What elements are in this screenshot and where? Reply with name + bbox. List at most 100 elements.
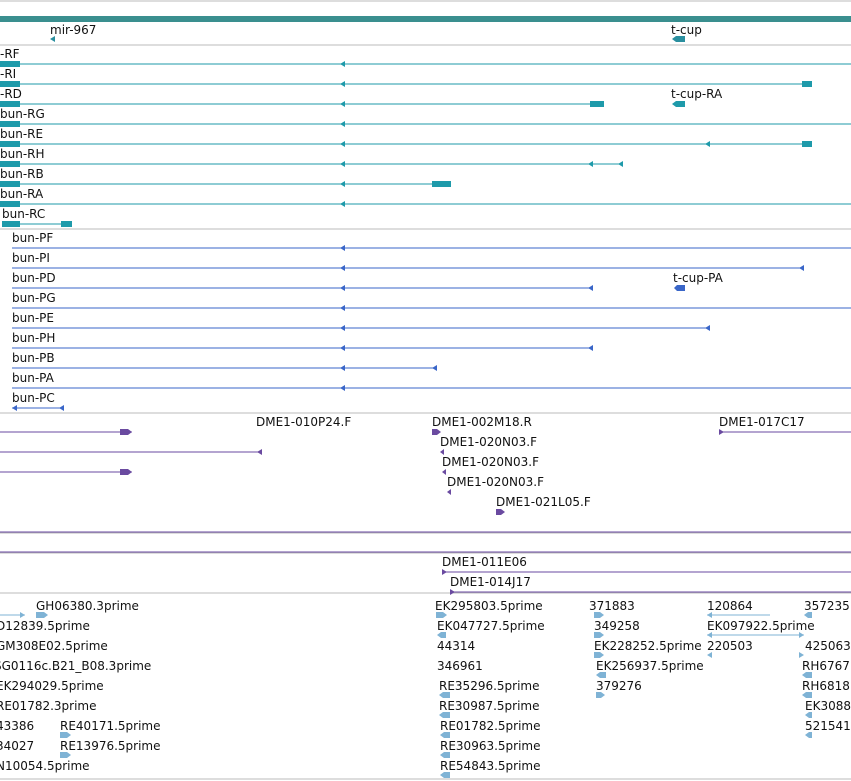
est-label[interactable]: EK047727.5prime — [437, 619, 545, 633]
est-label[interactable]: RE01782.3prime — [0, 699, 97, 713]
exon-block[interactable] — [802, 141, 812, 147]
exon-block[interactable] — [0, 81, 20, 87]
gene-label-mir-967[interactable]: mir-967 — [50, 23, 96, 37]
est-label[interactable]: RH6818 — [802, 679, 850, 693]
est-label[interactable]: EK228252.5prime — [594, 639, 702, 653]
est-block[interactable] — [596, 692, 605, 698]
est-block[interactable] — [594, 652, 604, 658]
protein-label[interactable]: bun-PG — [12, 291, 56, 305]
clone-label[interactable]: DME1-020N03.F — [440, 435, 537, 449]
protein-label[interactable]: bun-PD — [12, 271, 56, 285]
transcript-label[interactable]: bun-RG — [0, 107, 45, 121]
protein-label[interactable]: bun-PA — [12, 371, 55, 385]
est-block[interactable] — [802, 692, 812, 698]
est-label[interactable]: 120864 — [707, 599, 753, 613]
clone-label[interactable]: DME1-020N03.F — [442, 455, 539, 469]
est-label[interactable]: RE40171.5prime — [60, 719, 161, 733]
protein-label[interactable]: bun-PE — [12, 311, 54, 325]
exon-block[interactable] — [672, 101, 685, 107]
est-block[interactable] — [805, 732, 812, 738]
est-label[interactable]: 521541 — [805, 719, 851, 733]
protein-label[interactable]: bun-PI — [12, 251, 50, 265]
est-block[interactable] — [436, 612, 447, 618]
clone-block[interactable] — [447, 489, 451, 495]
est-block[interactable] — [805, 712, 812, 718]
clone-block[interactable] — [440, 449, 444, 455]
est-label[interactable]: RE30987.5prime — [439, 699, 540, 713]
est-label[interactable]: 379276 — [596, 679, 642, 693]
clone-label[interactable]: DME1-020N03.F — [447, 475, 544, 489]
est-block[interactable] — [437, 632, 446, 638]
est-label[interactable]: N10054.5prime — [0, 759, 90, 773]
est-label[interactable]: EK097922.5prime — [707, 619, 815, 633]
est-block[interactable] — [802, 672, 812, 678]
transcript-label[interactable]: bun-RA — [0, 187, 44, 201]
exon-block[interactable] — [61, 221, 72, 227]
est-label[interactable]: 349258 — [594, 619, 640, 633]
clone-block[interactable] — [442, 469, 446, 475]
exon-block[interactable] — [0, 61, 20, 67]
clone-label[interactable]: DME1-010P24.F — [256, 415, 351, 429]
clone-block[interactable] — [432, 429, 441, 435]
est-label[interactable]: 43386 — [0, 719, 34, 733]
est-label[interactable]: RE01782.5prime — [440, 719, 541, 733]
gene-label-t-cup[interactable]: t-cup — [671, 23, 702, 37]
est-block[interactable] — [440, 752, 450, 758]
est-label[interactable]: EK3088 — [805, 699, 851, 713]
transcript-label[interactable]: -RI — [0, 67, 16, 81]
est-label[interactable]: SG0116c.B21_B08.3prime — [0, 659, 151, 673]
est-block[interactable] — [60, 752, 71, 758]
est-block[interactable] — [36, 612, 48, 618]
protein-label[interactable]: bun-PC — [12, 391, 55, 405]
exon-block[interactable] — [0, 181, 20, 187]
clone-block[interactable] — [120, 429, 132, 435]
exon-block[interactable] — [802, 81, 812, 87]
protein-label[interactable]: bun-PH — [12, 331, 55, 345]
transcript-label[interactable]: bun-RC — [2, 207, 45, 221]
clone-block[interactable] — [496, 509, 505, 515]
transcript-label[interactable]: bun-RE — [0, 127, 43, 141]
transcript-label[interactable]: bun-RB — [0, 167, 44, 181]
clone-label[interactable]: DME1-002M18.R — [432, 415, 532, 429]
est-label[interactable]: RE13976.5prime — [60, 739, 161, 753]
est-block[interactable] — [440, 772, 450, 778]
exon-block[interactable] — [590, 101, 604, 107]
est-label[interactable]: RE35296.5prime — [439, 679, 540, 693]
est-label[interactable]: RE54843.5prime — [440, 759, 541, 773]
transcript-label[interactable]: bun-RH — [0, 147, 45, 161]
est-label[interactable]: 220503 — [707, 639, 753, 653]
est-block[interactable] — [596, 672, 606, 678]
exon-block[interactable] — [0, 141, 20, 147]
est-label[interactable]: EK256937.5prime — [596, 659, 704, 673]
exon-block[interactable] — [2, 221, 20, 227]
gene-glyph-t-cup[interactable] — [672, 36, 685, 42]
est-block[interactable] — [60, 732, 71, 738]
protein-label[interactable]: t-cup-PA — [673, 271, 724, 285]
exon-block[interactable] — [0, 161, 20, 167]
exon-block[interactable] — [432, 181, 451, 187]
exon-block[interactable] — [0, 121, 20, 127]
protein-label[interactable]: bun-PF — [12, 231, 53, 245]
protein-label[interactable]: bun-PB — [12, 351, 55, 365]
exon-block[interactable] — [0, 101, 20, 107]
clone-label[interactable]: DME1-011E06 — [442, 555, 527, 569]
est-block[interactable] — [594, 612, 604, 618]
est-label[interactable]: GH06380.3prime — [36, 599, 139, 613]
clone-label[interactable]: DME1-014J17 — [450, 575, 531, 589]
transcript-label[interactable]: -RF — [0, 47, 20, 61]
est-label[interactable]: 371883 — [589, 599, 635, 613]
est-block[interactable] — [804, 612, 812, 618]
transcript-label[interactable]: -RD — [0, 87, 22, 101]
est-label[interactable]: RH6767 — [802, 659, 850, 673]
clone-block[interactable] — [120, 469, 132, 475]
est-block[interactable] — [439, 712, 450, 718]
gene-glyph-mir-967[interactable] — [50, 36, 55, 42]
est-label[interactable]: EK295803.5prime — [435, 599, 543, 613]
clone-label[interactable]: DME1-017C17 — [719, 415, 805, 429]
protein-block[interactable] — [674, 285, 685, 291]
est-label[interactable]: EK294029.5prime — [0, 679, 104, 693]
est-block[interactable] — [594, 632, 604, 638]
est-block[interactable] — [439, 692, 450, 698]
est-label[interactable]: 44314 — [437, 639, 475, 653]
est-label[interactable]: 346961 — [437, 659, 483, 673]
